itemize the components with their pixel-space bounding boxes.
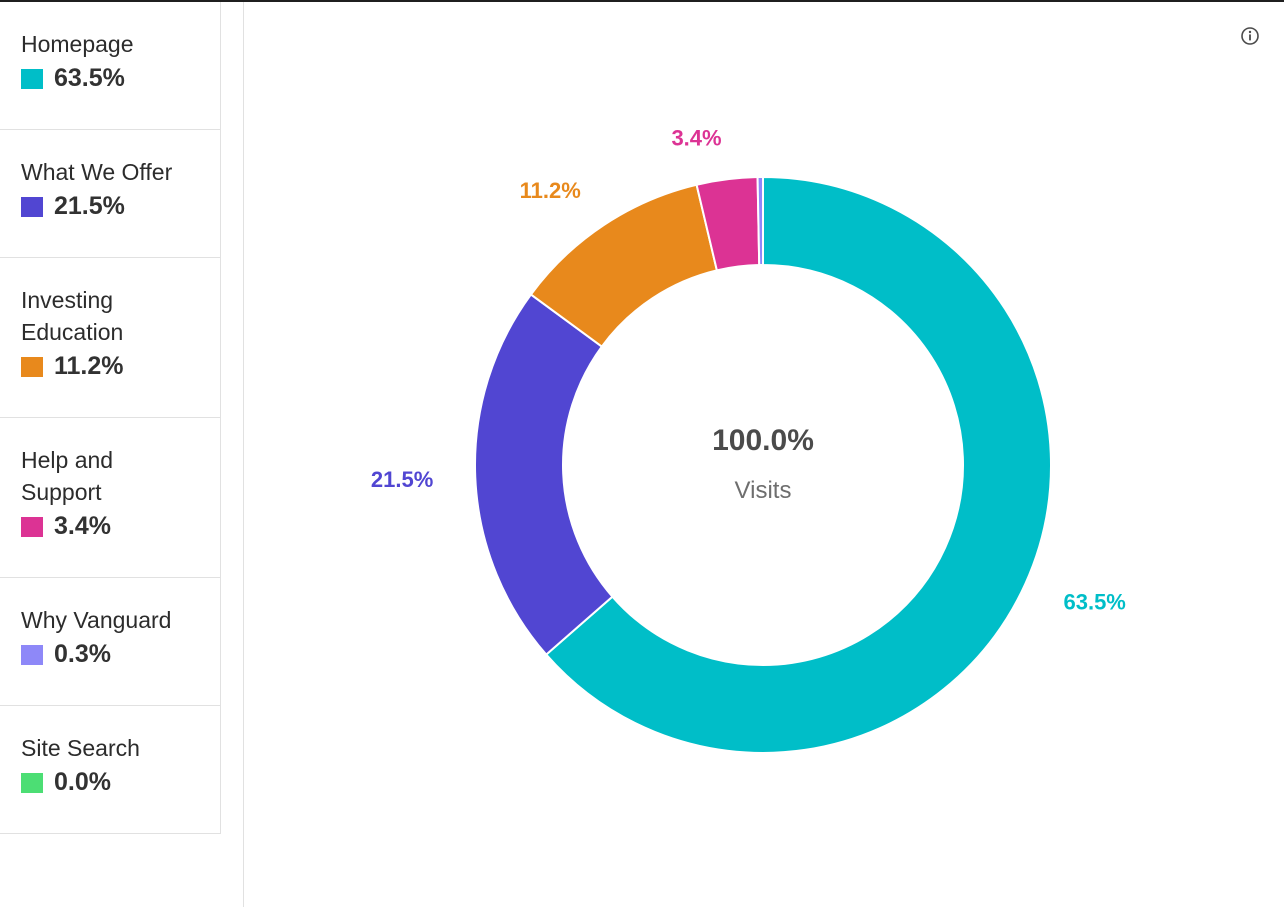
legend-label: Help and Support bbox=[21, 447, 114, 505]
legend-swatch bbox=[21, 644, 43, 665]
legend-item-homepage[interactable]: Homepage 63.5% bbox=[0, 2, 220, 130]
legend-swatch bbox=[21, 772, 43, 793]
legend-label: Why Vanguard bbox=[21, 607, 172, 633]
legend-value: 11.2% bbox=[54, 352, 124, 380]
center-label: Visits bbox=[735, 477, 792, 504]
legend-swatch bbox=[21, 196, 43, 217]
legend-label: What We Offer bbox=[21, 159, 173, 185]
legend-label: Investing Education bbox=[21, 287, 124, 345]
legend-item-what-we-offer[interactable]: What We Offer 21.5% bbox=[0, 130, 220, 258]
center-value: 100.0% bbox=[712, 424, 814, 457]
legend-swatch bbox=[21, 516, 43, 537]
legend-swatch bbox=[21, 68, 43, 89]
top-border bbox=[0, 0, 1284, 2]
legend-item-why-vanguard[interactable]: Why Vanguard 0.3% bbox=[0, 578, 220, 706]
slice-label-help-and-support: 3.4% bbox=[671, 126, 721, 151]
legend-swatch bbox=[21, 356, 43, 377]
legend-value: 3.4% bbox=[54, 512, 111, 540]
donut-slice-why-vanguard[interactable] bbox=[756, 175, 764, 267]
slice-label-what-we-offer: 21.5% bbox=[371, 467, 433, 492]
donut-slices bbox=[474, 175, 1052, 754]
donut-slice-what-we-offer[interactable] bbox=[474, 293, 614, 657]
chart-legend: Homepage 63.5% What We Offer 21.5% Inves… bbox=[0, 2, 221, 834]
legend-value: 63.5% bbox=[54, 64, 125, 92]
legend-label: Site Search bbox=[21, 735, 140, 761]
slice-label-investing-education: 11.2% bbox=[520, 178, 581, 203]
legend-item-site-search[interactable]: Site Search 0.0% bbox=[0, 706, 220, 834]
legend-label: Homepage bbox=[21, 31, 134, 57]
chart-panel bbox=[243, 2, 1284, 907]
info-icon[interactable] bbox=[1240, 26, 1260, 46]
slice-label-homepage: 63.5% bbox=[1063, 589, 1125, 614]
donut-labels: 63.5% 21.5% 11.2% 3.4% bbox=[371, 126, 1126, 615]
legend-value: 21.5% bbox=[54, 192, 125, 220]
legend-item-investing-education[interactable]: Investing Education 11.2% bbox=[0, 258, 220, 418]
legend-value: 0.0% bbox=[54, 768, 111, 796]
legend-value: 0.3% bbox=[54, 640, 111, 668]
donut-slice-homepage[interactable] bbox=[544, 175, 1052, 754]
legend-item-help-and-support[interactable]: Help and Support 3.4% bbox=[0, 418, 220, 578]
